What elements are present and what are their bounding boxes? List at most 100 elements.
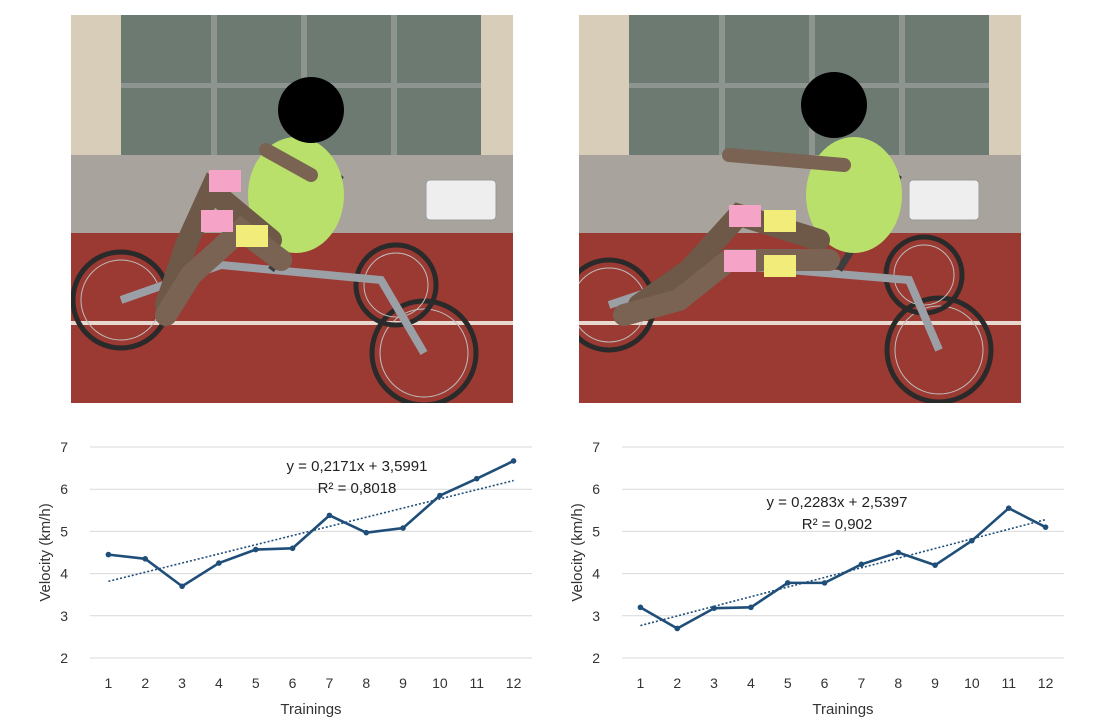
stimulator-device xyxy=(425,179,497,221)
track-line xyxy=(579,321,1021,325)
data-point xyxy=(711,605,717,612)
data-point xyxy=(437,492,443,499)
y-tick-label: 3 xyxy=(60,608,68,624)
x-tick-label: 11 xyxy=(1001,675,1016,691)
x-tick-label: 9 xyxy=(399,675,407,691)
photo-rider-left xyxy=(71,15,513,403)
y-tick-label: 7 xyxy=(592,439,600,455)
wheel xyxy=(353,242,439,328)
velocity-chart-right: 2 3 4 5 6 7 1 2 3 4 5 6 7 8 9 10 11 12 Trainings Velocity (… xyxy=(562,425,1072,725)
x-tick-label: 8 xyxy=(894,675,902,691)
rider-arm xyxy=(259,143,318,182)
photo-scene xyxy=(71,15,513,403)
x-tick-label: 6 xyxy=(289,675,297,691)
tricycle-rider xyxy=(71,77,497,403)
x-tick-label: 5 xyxy=(252,675,260,691)
tricycle-rider xyxy=(579,72,994,403)
data-point xyxy=(637,604,644,611)
data-point xyxy=(216,560,222,566)
trend-r2: R² = 0,8018 xyxy=(318,480,397,497)
data-point xyxy=(400,525,406,531)
wheel-spokes xyxy=(363,252,429,318)
x-tick-label: 3 xyxy=(710,675,718,691)
trend-equation: y = 0,2171x + 3,5991 xyxy=(287,458,428,475)
electrode-pad xyxy=(729,205,761,227)
data-point xyxy=(326,512,333,519)
x-tick-label: 8 xyxy=(362,675,370,691)
y-tick-label: 4 xyxy=(592,566,600,582)
data-point xyxy=(748,604,754,611)
data-point xyxy=(821,580,828,586)
x-tick-label: 4 xyxy=(215,675,223,691)
y-tick-label: 5 xyxy=(60,523,68,539)
x-tick-label: 2 xyxy=(141,675,149,691)
electrode-pad xyxy=(201,210,233,232)
x-tick-label: 1 xyxy=(105,675,113,691)
data-point xyxy=(142,556,149,562)
trend-r2: R² = 0,902 xyxy=(802,516,872,533)
data-point xyxy=(1042,524,1049,530)
stimulator-device xyxy=(908,179,980,221)
x-axis-label: Trainings xyxy=(812,701,873,718)
electrode-pad xyxy=(209,170,241,192)
x-tick-label: 12 xyxy=(506,675,522,691)
data-point xyxy=(969,537,975,544)
x-tick-label: 12 xyxy=(1038,675,1054,691)
x-tick-label: 10 xyxy=(964,675,980,691)
x-tick-label: 3 xyxy=(178,675,186,691)
data-point xyxy=(784,580,791,586)
running-track xyxy=(71,233,513,403)
face-mask xyxy=(801,72,867,138)
x-tick-label: 9 xyxy=(931,675,939,691)
x-axis-label: Trainings xyxy=(280,701,341,718)
data-point xyxy=(510,458,517,464)
y-axis-label: Velocity (km/h) xyxy=(569,503,586,601)
y-tick-label: 3 xyxy=(592,608,600,624)
x-tick-label: 4 xyxy=(747,675,755,691)
track-line xyxy=(71,321,513,325)
electrode-pad xyxy=(236,225,268,247)
y-tick-label: 2 xyxy=(592,650,600,666)
data-point xyxy=(895,549,902,556)
series-line xyxy=(108,459,515,588)
x-tick-label: 11 xyxy=(469,675,484,691)
y-tick-label: 5 xyxy=(592,523,600,539)
face-mask xyxy=(278,77,344,143)
wheel-spokes xyxy=(894,305,984,395)
series-line xyxy=(639,506,1047,630)
electrode-pad xyxy=(724,250,756,272)
velocity-chart-left: 2 3 4 5 6 7 1 2 3 4 5 6 7 8 9 10 11 12 Trainings Velocity (… xyxy=(30,425,540,725)
data-point xyxy=(363,529,370,536)
wheel xyxy=(884,295,994,403)
y-tick-label: 2 xyxy=(60,650,68,666)
data-point xyxy=(1005,505,1012,511)
rider-leg xyxy=(155,172,282,316)
data-point xyxy=(473,475,480,482)
x-tick-label: 2 xyxy=(673,675,681,691)
data-point xyxy=(179,583,185,590)
data-point xyxy=(674,625,681,632)
x-tick-label: 10 xyxy=(432,675,448,691)
wheel-spokes xyxy=(379,308,469,398)
y-tick-label: 6 xyxy=(592,481,600,497)
x-tick-label: 7 xyxy=(326,675,334,691)
data-point xyxy=(858,561,865,568)
x-tick-label: 1 xyxy=(637,675,645,691)
data-point xyxy=(252,546,259,553)
data-point xyxy=(932,562,938,568)
y-tick-label: 6 xyxy=(60,481,68,497)
y-tick-label: 7 xyxy=(60,439,68,455)
photo-scene xyxy=(579,15,1021,403)
y-tick-label: 4 xyxy=(60,566,68,582)
x-tick-label: 6 xyxy=(821,675,829,691)
rider-arm xyxy=(722,148,851,172)
photo-rider-right xyxy=(579,15,1021,403)
data-point xyxy=(105,551,112,558)
electrode-pad xyxy=(764,255,796,277)
data-point xyxy=(289,545,296,552)
trend-equation: y = 0,2283x + 2,5397 xyxy=(767,494,908,511)
x-tick-label: 5 xyxy=(784,675,792,691)
x-tick-label: 7 xyxy=(858,675,866,691)
